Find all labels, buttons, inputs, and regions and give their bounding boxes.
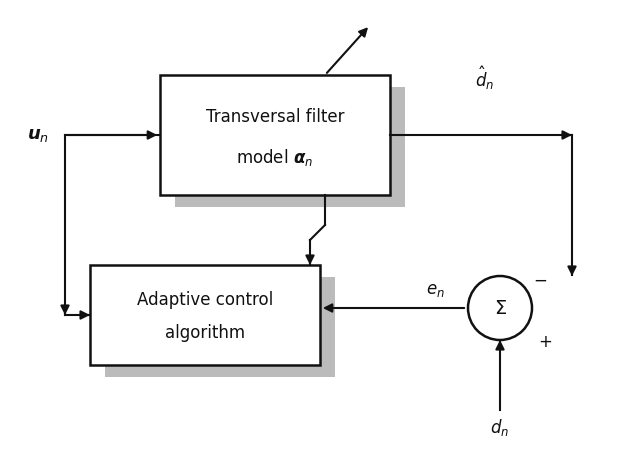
Text: $-$: $-$ [533,271,547,289]
Text: model $\boldsymbol{\alpha}_n$: model $\boldsymbol{\alpha}_n$ [236,147,313,167]
Text: $d_n$: $d_n$ [491,418,510,438]
Text: Transversal filter: Transversal filter [205,108,344,126]
FancyBboxPatch shape [90,265,320,365]
Text: algorithm: algorithm [165,324,245,342]
Circle shape [468,276,532,340]
Text: $\hat{d}_n$: $\hat{d}_n$ [475,64,495,92]
FancyBboxPatch shape [160,75,390,195]
FancyBboxPatch shape [105,277,335,377]
Text: Adaptive control: Adaptive control [137,291,273,309]
Text: $\Sigma$: $\Sigma$ [494,298,507,318]
FancyBboxPatch shape [175,87,405,207]
Text: $e_n$: $e_n$ [426,281,444,299]
Text: $\boldsymbol{u}_n$: $\boldsymbol{u}_n$ [27,126,49,144]
Text: $+$: $+$ [538,333,552,351]
